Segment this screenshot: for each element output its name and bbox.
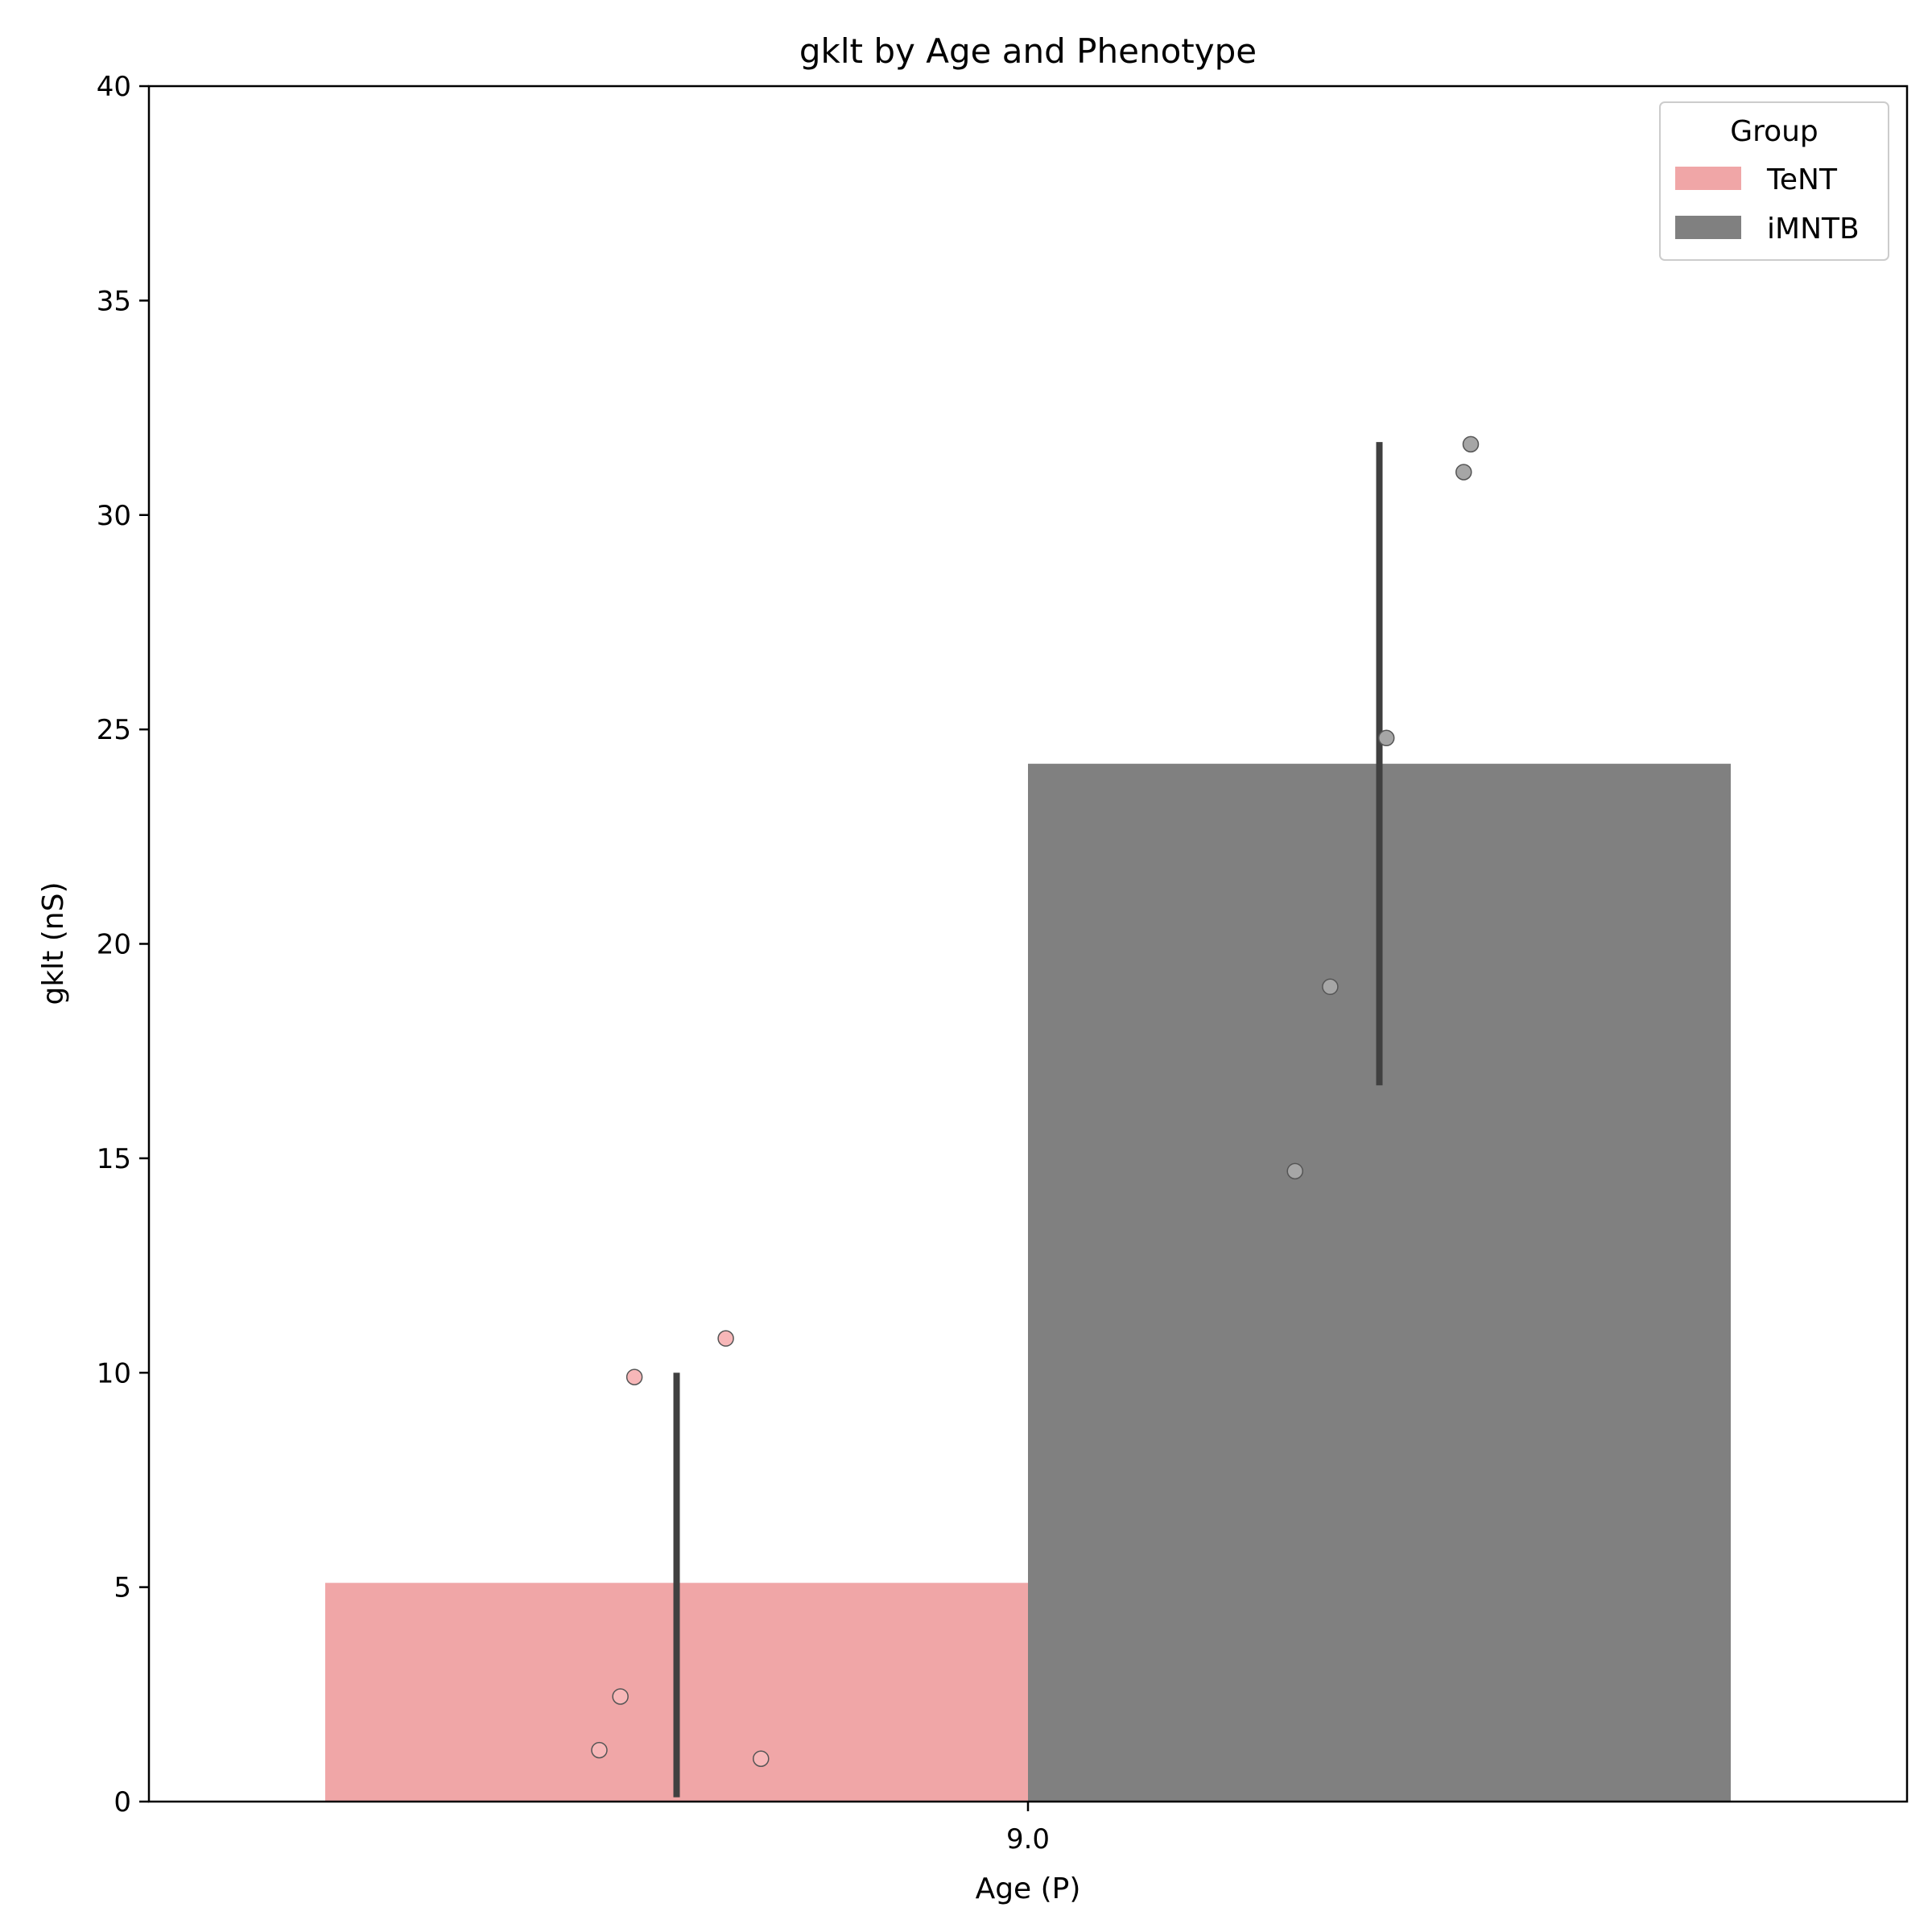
bars-layer	[325, 763, 1731, 1802]
data-point-tent	[591, 1741, 608, 1759]
data-point-imntb	[1462, 436, 1480, 453]
data-point-imntb	[1377, 729, 1395, 747]
data-point-imntb	[1286, 1162, 1303, 1180]
y-axis-label: gklt (nS)	[37, 881, 70, 1005]
data-point-imntb	[1322, 978, 1339, 996]
data-point-tent	[717, 1330, 734, 1347]
y-tick-label: 10	[97, 1357, 131, 1389]
x-axis: 9.0	[1006, 1802, 1050, 1856]
y-tick-label: 0	[114, 1786, 131, 1818]
error-bars-layer	[673, 442, 1383, 1798]
legend-title: Group	[1730, 115, 1818, 148]
data-point-imntb	[1455, 464, 1472, 481]
legend-label-tent: TeNT	[1766, 163, 1838, 196]
legend: Group TeNT iMNTB	[1659, 101, 1889, 261]
data-point-tent	[625, 1368, 643, 1385]
data-point-tent	[753, 1750, 770, 1767]
x-tick-label: 9.0	[1006, 1823, 1050, 1856]
y-tick-label: 15	[97, 1143, 131, 1175]
data-point-tent	[612, 1688, 629, 1705]
y-tick-label: 20	[97, 929, 131, 961]
points-layer	[591, 436, 1480, 1767]
chart-title: gklt by Age and Phenotype	[799, 31, 1257, 71]
legend-swatch-tent	[1675, 167, 1741, 190]
y-tick-label: 35	[97, 285, 131, 317]
y-tick-label: 30	[97, 500, 131, 532]
legend-label-imntb: iMNTB	[1767, 213, 1860, 246]
y-tick-label: 25	[97, 714, 131, 746]
x-axis-label: Age (P)	[976, 1872, 1081, 1905]
y-axis: 0 5 10 15 20 25 30 35 40	[97, 71, 149, 1818]
legend-swatch-imntb	[1675, 216, 1741, 239]
y-tick-label: 40	[97, 71, 131, 103]
y-tick-label: 5	[114, 1572, 131, 1604]
plot-frame	[147, 85, 1909, 1803]
